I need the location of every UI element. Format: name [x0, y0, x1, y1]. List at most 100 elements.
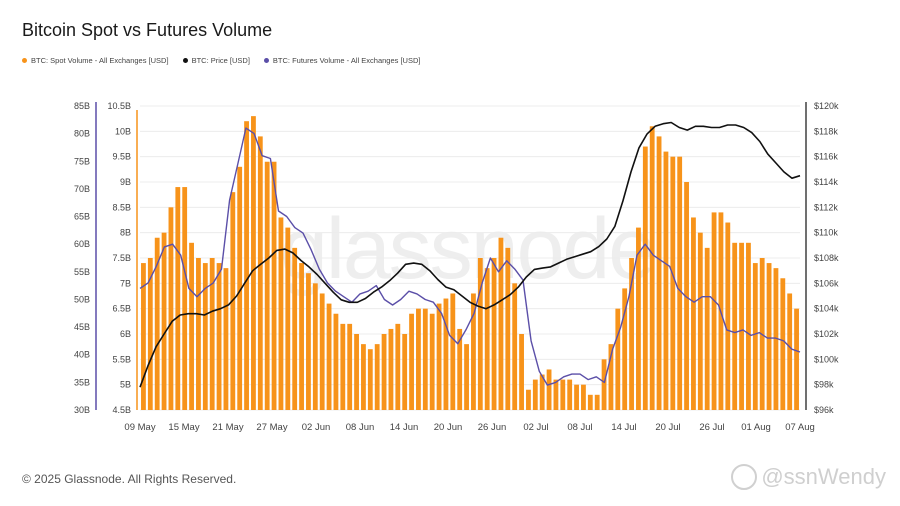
spot-volume-bar: [697, 232, 703, 410]
spot-volume-bar: [629, 258, 634, 410]
x-axis-tick-label: 09 May: [124, 422, 155, 433]
brand-logo: @ssnWendy: [731, 464, 886, 490]
x-axis-tick-label: 26 Jul: [699, 422, 724, 433]
spot-axis-tick-label: 5.5B: [112, 354, 131, 364]
spot-volume-bar: [546, 369, 552, 410]
spot-volume-bar: [429, 313, 435, 410]
spot-volume-bar: [519, 334, 524, 410]
spot-volume-bar: [196, 258, 201, 410]
spot-volume-bar: [711, 212, 717, 410]
legend-dot-spot: [22, 58, 27, 63]
spot-axis-tick-label: 6B: [120, 329, 131, 339]
spot-volume-bar: [553, 379, 559, 410]
copyright-footer: © 2025 Glassnode. All Rights Reserved.: [22, 472, 237, 486]
spot-volume-bar: [141, 263, 146, 410]
spot-volume-bar: [244, 121, 249, 410]
spot-volume-bar: [182, 187, 188, 410]
spot-volume-bar: [436, 303, 442, 410]
logo-mark-icon: [731, 464, 758, 490]
spot-axis-tick-label: 8B: [120, 228, 131, 238]
spot-volume-bar: [704, 247, 710, 410]
spot-volume-bar: [450, 293, 456, 410]
futures-axis-tick-label: 85B: [74, 101, 90, 111]
x-axis-tick-label: 20 Jun: [434, 422, 463, 433]
price-axis-tick-label: $96k: [814, 405, 834, 415]
futures-axis-tick-label: 30B: [74, 405, 90, 415]
spot-volume-bar: [237, 166, 243, 410]
price-axis-tick-label: $120k: [814, 101, 839, 111]
x-axis-tick-label: 02 Jun: [302, 422, 331, 433]
spot-volume-bar: [484, 268, 490, 410]
spot-volume-bar: [636, 227, 641, 410]
price-axis-tick-label: $102k: [814, 329, 839, 339]
spot-volume-bar: [271, 161, 277, 410]
x-axis-tick-label: 14 Jun: [390, 422, 419, 433]
legend-label-price: BTC: Price [USD]: [191, 56, 250, 65]
spot-volume-bar: [594, 394, 600, 410]
spot-volume-bar: [285, 227, 291, 410]
x-axis-tick-label: 27 May: [256, 422, 287, 433]
spot-volume-bar: [498, 237, 504, 410]
futures-axis-tick-label: 45B: [74, 322, 90, 332]
spot-volume-bar: [615, 308, 621, 410]
spot-volume-bar: [491, 258, 497, 410]
spot-axis-tick-label: 10B: [115, 126, 131, 136]
x-axis-tick-label: 20 Jul: [655, 422, 680, 433]
spot-volume-bar: [601, 359, 607, 410]
futures-axis-tick-label: 80B: [74, 129, 90, 139]
spot-volume-bar: [649, 126, 655, 411]
futures-volume-line: [139, 127, 801, 386]
spot-volume-bar: [257, 136, 263, 410]
spot-volume-bar: [732, 242, 738, 410]
spot-volume-bar: [347, 323, 353, 410]
chart-title: Bitcoin Spot vs Futures Volume: [22, 20, 273, 40]
legend-label-futures: BTC: Futures Volume - All Exchanges [USD…: [272, 56, 421, 65]
spot-axis-tick-label: 8.5B: [112, 202, 131, 212]
spot-volume-bar: [787, 293, 793, 410]
futures-axis-tick-label: 55B: [74, 267, 90, 277]
x-axis-tick-label: 07 Aug: [785, 422, 815, 433]
spot-volume-bar: [512, 283, 518, 410]
legend-item-price[interactable]: BTC: Price [USD]: [182, 56, 250, 65]
spot-volume-bar: [677, 156, 683, 410]
spot-volume-bar: [333, 313, 339, 410]
spot-volume-bar: [395, 323, 401, 410]
spot-volume-bar: [154, 237, 160, 410]
spot-volume-bar: [381, 334, 387, 410]
spot-volume-bar: [319, 293, 325, 410]
x-axis-tick-label: 08 Jul: [567, 422, 592, 433]
spot-axis-tick-label: 9.5B: [112, 152, 131, 162]
spot-volume-bar: [663, 151, 669, 410]
futures-axis-tick-label: 70B: [74, 184, 90, 194]
spot-volume-bar: [746, 242, 751, 410]
legend-item-futures[interactable]: BTC: Futures Volume - All Exchanges [USD…: [263, 56, 421, 65]
x-axis-tick-label: 14 Jul: [611, 422, 636, 433]
price-axis-tick-label: $104k: [814, 304, 839, 314]
spot-volume-bar: [471, 293, 476, 410]
spot-volume-bar: [725, 222, 731, 410]
spot-volume-bar: [202, 263, 208, 410]
x-axis-tick-label: 15 May: [168, 422, 199, 433]
spot-volume-bar: [340, 323, 346, 410]
spot-volume-bar: [299, 263, 304, 410]
spot-volume-bar: [367, 349, 373, 410]
futures-axis-tick-label: 60B: [74, 239, 90, 249]
spot-volume-bar: [457, 328, 463, 410]
spot-volume-bar: [739, 242, 744, 410]
spot-volume-bar: [766, 263, 772, 410]
spot-volume-bar: [587, 394, 593, 410]
spot-volume-bar: [168, 207, 174, 410]
spot-volume-bar: [402, 334, 408, 410]
spot-volume-bar: [560, 379, 566, 410]
futures-axis-tick-label: 75B: [74, 156, 90, 166]
price-axis-tick-label: $106k: [814, 278, 839, 288]
price-axis-tick-label: $100k: [814, 354, 839, 364]
spot-volume-bar: [656, 136, 662, 410]
spot-volume-bar: [251, 116, 256, 410]
spot-volume-bar: [567, 379, 573, 410]
spot-volume-bar: [312, 283, 318, 410]
legend-item-spot[interactable]: BTC: Spot Volume - All Exchanges [USD]: [22, 56, 169, 65]
spot-volume-bar: [161, 232, 167, 410]
spot-volume-bar: [147, 258, 153, 410]
